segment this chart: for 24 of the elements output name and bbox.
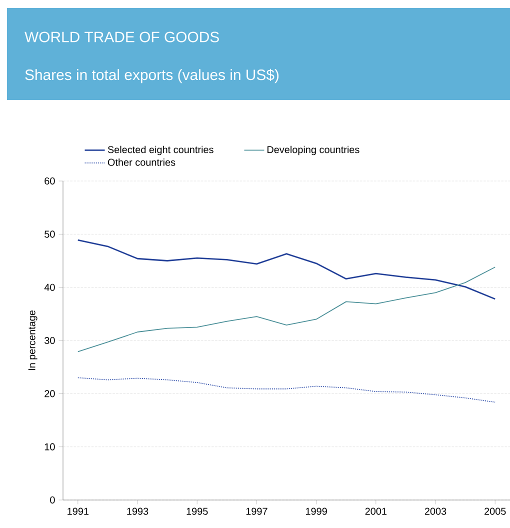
legend-label: Developing countries xyxy=(267,146,360,156)
line-series xyxy=(77,266,496,352)
x-tick-label: 1995 xyxy=(186,508,208,515)
chart-title: WORLD TRADE OF GOODS xyxy=(24,32,219,42)
y-tick-label: 50 xyxy=(44,230,55,238)
y-tick-label: 10 xyxy=(44,443,55,450)
y-tick-label: 40 xyxy=(44,284,55,291)
x-tick-label: 2003 xyxy=(424,508,446,515)
y-tick-label: 20 xyxy=(44,390,55,398)
y-tick-label: 0 xyxy=(50,496,55,504)
y-tick-label: 30 xyxy=(44,336,55,344)
y-axis-title: In percentage xyxy=(28,310,38,370)
x-tick-label: 2001 xyxy=(365,508,386,515)
x-tick-label: 1997 xyxy=(246,508,268,515)
legend-label: Other countries xyxy=(108,158,176,166)
y-tick-label: 60 xyxy=(44,177,55,185)
x-tick-label: 2005 xyxy=(484,508,506,515)
line-series xyxy=(77,239,496,300)
legend-label: Selected eight countries xyxy=(108,146,214,156)
x-tick-label: 1999 xyxy=(306,508,327,515)
chart-subtitle: Shares in total exports (values in US$) xyxy=(25,68,279,84)
x-tick-label: 1991 xyxy=(68,508,88,515)
x-tick-label: 1993 xyxy=(127,508,148,515)
line-series xyxy=(77,377,496,403)
